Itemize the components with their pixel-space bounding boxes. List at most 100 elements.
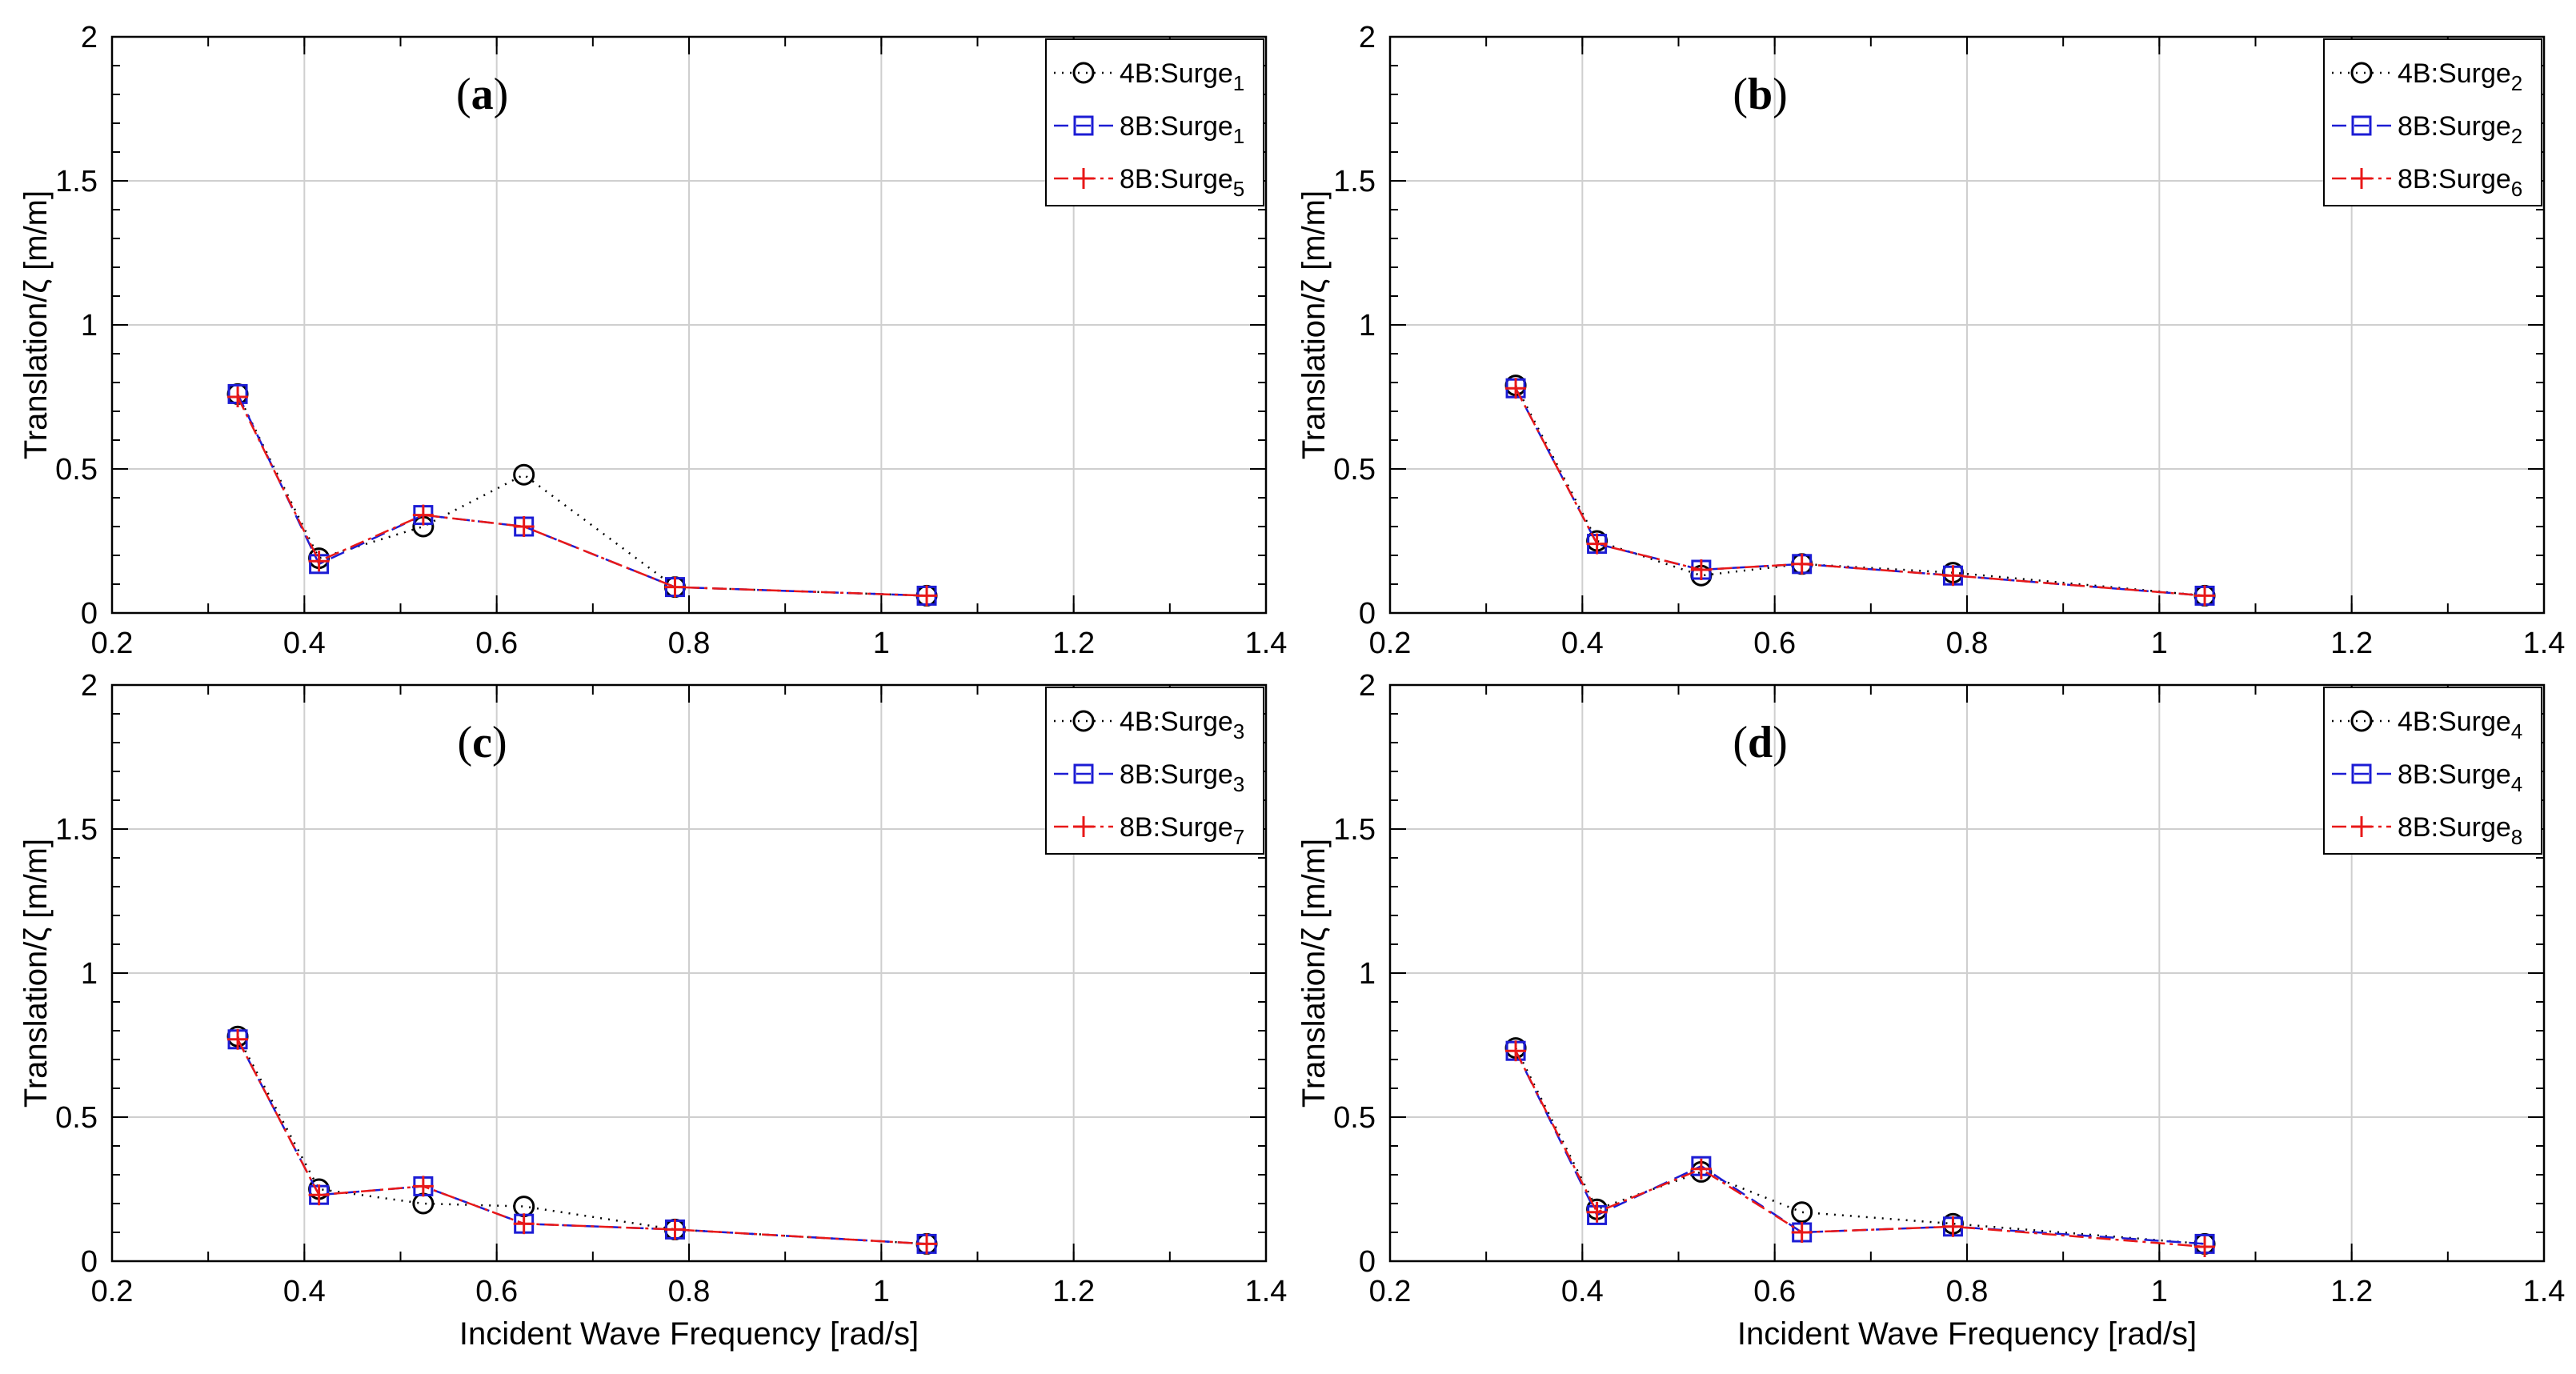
- legend-marker-3: [1073, 168, 1094, 189]
- legend-label-1: 4B:Surge3: [1120, 707, 1244, 743]
- x-tick-label: 0.2: [1369, 627, 1412, 660]
- y-tick-label: 1: [81, 957, 98, 991]
- x-tick-label: 1.2: [2330, 1275, 2373, 1308]
- x-tick-label: 1.4: [2523, 627, 2566, 660]
- y-tick-label: 2: [81, 669, 98, 703]
- x-tick-label: 1.4: [2523, 1275, 2566, 1308]
- x-tick-label: 0.8: [668, 1275, 711, 1308]
- series-line-3: [236, 1039, 927, 1245]
- panel-title-letter: c: [472, 718, 492, 767]
- x-tick-label: 0.6: [1753, 627, 1796, 660]
- legend-box: [1045, 38, 1264, 206]
- legend-label-name: 8B:Surge: [2398, 164, 2511, 194]
- legend-label-1: 4B:Surge4: [2398, 707, 2522, 743]
- x-tick-label: 0.4: [1561, 627, 1604, 660]
- x-tick-label: 0.6: [475, 627, 518, 660]
- legend-label-subscript: 2: [2511, 124, 2522, 148]
- axes-frame: [110, 35, 1268, 615]
- legend-label-1: 4B:Surge1: [1120, 58, 1244, 95]
- data-point-series-3: [1505, 1040, 1527, 1062]
- chart-panel-a: 0.2 0.4 0.6 0.8 1 1.2 1.4 0 0.5 1 1.5 2 Translation/…: [18, 21, 1287, 660]
- data-point-series-3: [227, 387, 249, 407]
- legend-label-name: 8B:Surge: [1120, 812, 1233, 843]
- legend-label-3: 8B:Surge7: [1120, 812, 1244, 849]
- x-tick-label: 1: [2151, 627, 2168, 660]
- panel-title-letter: b: [1748, 70, 1773, 119]
- chart-panel-b: 0.2 0.4 0.6 0.8 1 1.2 1.4 0 0.5 1 1.5 2 Translation/…: [1296, 21, 2565, 660]
- panel-title-close-paren: ): [1773, 718, 1788, 767]
- legend-marker-3: [2351, 168, 2372, 189]
- legend-label-name: 8B:Surge: [1120, 164, 1233, 194]
- legend-label-1: 4B:Surge2: [2398, 58, 2522, 95]
- x-tick-label: 0.4: [283, 627, 326, 660]
- x-tick-label: 1.4: [1245, 1275, 1288, 1308]
- axes-frame: [1388, 683, 2546, 1263]
- panel-title: (b): [1733, 70, 1787, 119]
- legend-marker-1: [1072, 710, 1095, 732]
- legend-label-subscript: 4: [2511, 719, 2522, 743]
- data-point-series-3: [2194, 1236, 2216, 1257]
- x-tick-label: 0.8: [1946, 627, 1989, 660]
- y-tick-label: 0.5: [55, 453, 98, 487]
- x-tick-label: 1: [873, 1275, 890, 1308]
- legend-label-name: 4B:Surge: [2398, 707, 2511, 737]
- x-tick-label: 0.2: [91, 1275, 134, 1308]
- legend-label-name: 8B:Surge: [2398, 812, 2511, 843]
- series-line-1: [1514, 385, 2205, 597]
- panel-title: (a): [456, 70, 508, 119]
- data-point-series-3: [1586, 533, 1608, 555]
- data-point-series-3: [1690, 1158, 1712, 1180]
- y-tick-label: 1: [81, 309, 98, 342]
- legend-label-3: 8B:Surge8: [2398, 812, 2522, 849]
- x-tick-label: 0.4: [283, 1275, 326, 1308]
- legend-label-name: 4B:Surge: [1120, 707, 1233, 737]
- legend-label-subscript: 6: [2511, 177, 2522, 201]
- x-tick-label: 0.2: [91, 627, 134, 660]
- chart-panel-c: 0.2 0.4 0.6 0.8 1 1.2 1.4 0 0.5 1 1.5 2 Translation/…: [18, 669, 1287, 1352]
- y-tick-label: 0: [1359, 1245, 1376, 1279]
- series-line-1: [236, 393, 927, 597]
- y-tick-label: 1.5: [1333, 813, 1376, 847]
- legend: 4B:Surge2 8B:Surge2 8B:Surge6: [2323, 38, 2542, 206]
- data-point-series-3: [308, 551, 330, 572]
- data-point-series-3: [308, 1184, 330, 1206]
- panel-title-close-paren: ): [492, 718, 507, 767]
- series-line-2: [236, 1039, 927, 1245]
- data-point-series-3: [412, 504, 434, 526]
- legend-label-name: 8B:Surge: [2398, 759, 2511, 790]
- data-point-series-3: [1586, 1201, 1608, 1223]
- legend-label-2: 8B:Surge2: [2398, 111, 2522, 148]
- data-point-series-3: [1942, 565, 1964, 587]
- data-point-series-3: [1690, 559, 1712, 580]
- legend-marker-2: [1073, 115, 1094, 136]
- axes-frame: [110, 683, 1268, 1263]
- data-point-series-3: [227, 1028, 249, 1050]
- legend-marker-2: [2351, 115, 2372, 136]
- series-line-3: [236, 396, 927, 597]
- x-tick-label: 0.6: [1753, 1275, 1796, 1308]
- legend-label-subscript: 1: [1233, 71, 1244, 95]
- panel-title-open-paren: (: [1733, 70, 1748, 119]
- y-axis-label: Translation/ζ [m/m]: [1296, 190, 1332, 459]
- legend-label-subscript: 1: [1233, 124, 1244, 148]
- x-axis-label: Incident Wave Frequency [rad/s]: [459, 1316, 919, 1352]
- legend-label-subscript: 4: [2511, 772, 2522, 796]
- y-tick-label: 0: [81, 1245, 98, 1279]
- x-tick-label: 0.8: [1946, 1275, 1989, 1308]
- y-tick-label: 0: [81, 597, 98, 631]
- y-tick-label: 1.5: [1333, 165, 1376, 198]
- legend-marker-1: [2350, 62, 2373, 84]
- panel-title: (d): [1733, 718, 1787, 767]
- data-point-series-1: [1791, 1201, 1813, 1224]
- y-tick-label: 2: [1359, 21, 1376, 54]
- legend-label-2: 8B:Surge3: [1120, 759, 1244, 796]
- chart-panel-d: 0.2 0.4 0.6 0.8 1 1.2 1.4 0 0.5 1 1.5 2 Translation/…: [1296, 669, 2565, 1352]
- legend-label-subscript: 3: [1233, 719, 1244, 743]
- data-point-series-3: [2194, 585, 2216, 607]
- y-tick-label: 1: [1359, 309, 1376, 342]
- panel-title-letter: a: [471, 70, 494, 119]
- legend-marker-2: [1073, 763, 1094, 784]
- legend-label-3: 8B:Surge5: [1120, 164, 1244, 201]
- x-tick-label: 0.8: [668, 627, 711, 660]
